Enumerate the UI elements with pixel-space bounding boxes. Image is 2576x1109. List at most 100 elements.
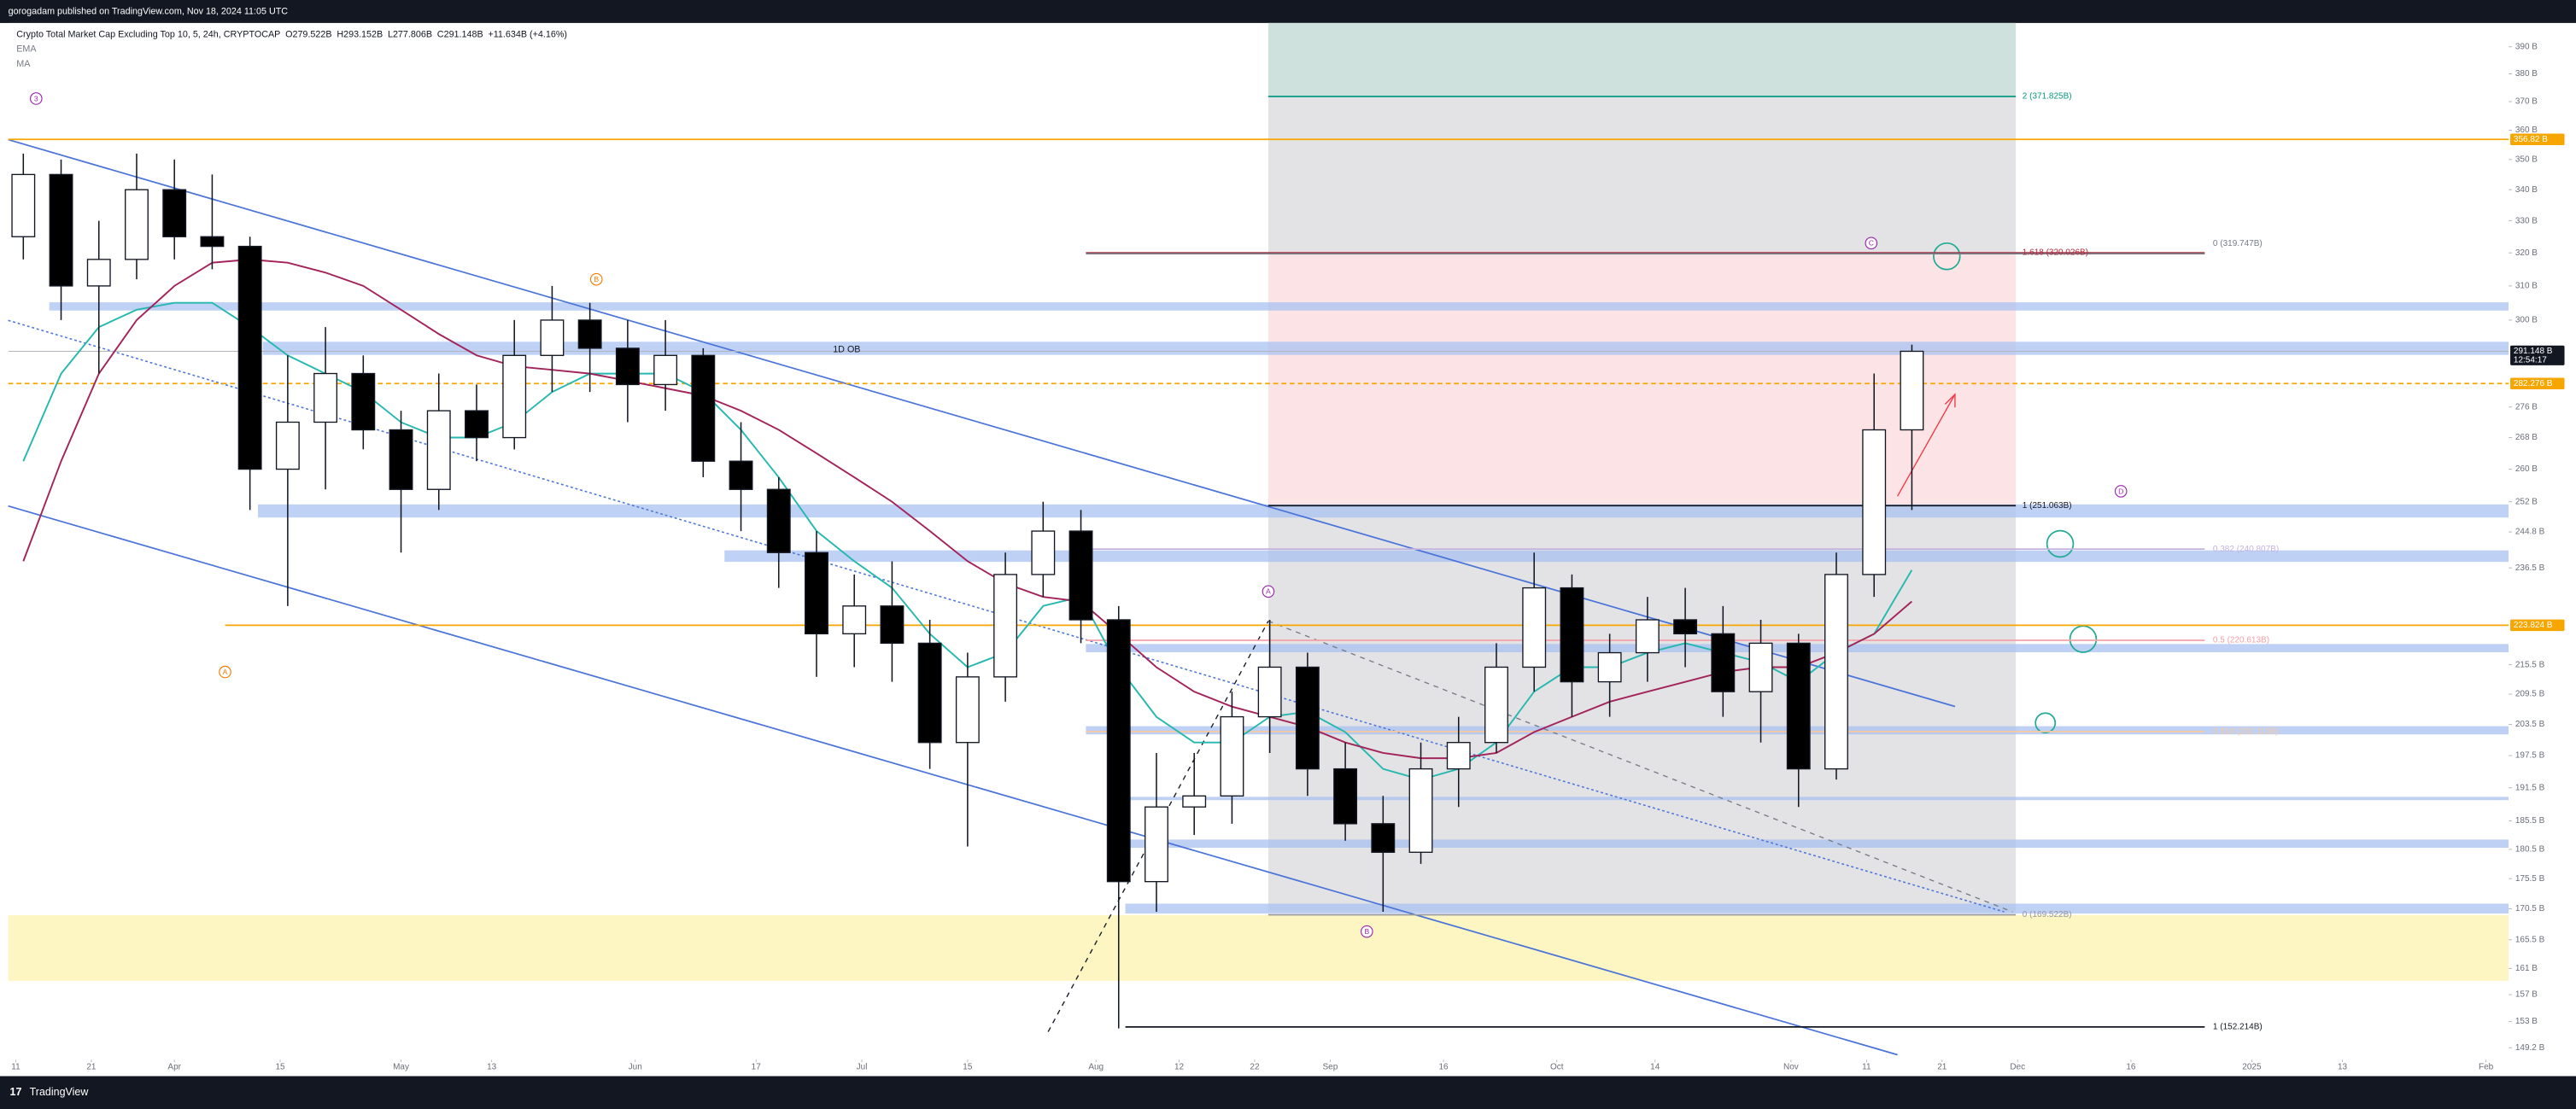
x-tick-label: Apr (167, 1063, 181, 1072)
y-tick-label: 268 B (2515, 433, 2538, 442)
wave-marker (30, 92, 43, 105)
price-box (2510, 619, 2565, 632)
candle-body (1597, 651, 1622, 683)
x-tick-label: 13 (2338, 1063, 2348, 1072)
x-tick-label: 22 (1250, 1063, 1260, 1072)
candle-body (1824, 574, 1848, 770)
candle-body (1295, 666, 1320, 770)
price-box (2510, 133, 2565, 146)
candle-body (1673, 619, 1698, 635)
candle-body (917, 642, 942, 744)
x-tick-label: Nov (1783, 1063, 1799, 1072)
zone (1125, 903, 2509, 913)
candle-body (11, 173, 36, 237)
candle-body (465, 410, 489, 439)
risk-box (1268, 254, 2017, 506)
legend-ema: EMA (16, 44, 37, 55)
footer (0, 1076, 2576, 1109)
ohlc: H293.152B (337, 29, 383, 39)
level-label: 1 (251.063B) (2023, 501, 2072, 511)
candle-body (1711, 633, 1736, 692)
y-tick-label: 350 B (2515, 155, 2538, 164)
y-tick-label: 236.5 B (2515, 563, 2545, 573)
candle-body (49, 173, 73, 287)
x-tick-label: 15 (963, 1063, 973, 1072)
x-tick-label: 21 (1937, 1063, 1947, 1072)
x-tick-label: Jul (857, 1063, 868, 1072)
candle-body (1748, 642, 1773, 692)
x-tick-label: Sep (1323, 1063, 1338, 1072)
candle-body (1371, 823, 1396, 853)
y-tick-label: 252 B (2515, 497, 2538, 506)
plot (8, 96, 2509, 1029)
ohlc: O279.522B (285, 29, 331, 39)
candle-body (237, 245, 262, 470)
wave-marker (1865, 236, 1878, 250)
x-tick-label: 16 (1439, 1063, 1449, 1072)
candle-body (1635, 619, 1660, 654)
y-tick-label: 370 B (2515, 97, 2538, 107)
y-tick-label: 380 B (2515, 69, 2538, 79)
wave-label: C (1869, 239, 1874, 248)
arrow-head (1944, 393, 1956, 408)
wave-label: B (594, 275, 599, 283)
wave-marker (2114, 485, 2128, 498)
candle-body (955, 676, 980, 744)
x-tick-label: 11 (11, 1063, 20, 1072)
x-tick-label: Jun (629, 1063, 642, 1072)
candle-body (200, 236, 225, 248)
price-axis (2509, 22, 2576, 1077)
candle-body (1484, 666, 1508, 744)
y-tick-label: 215.5 B (2515, 660, 2545, 669)
y-tick-label: 157 B (2515, 990, 2538, 1000)
candle-body (1786, 642, 1811, 770)
wave-marker (219, 665, 231, 679)
x-tick-label: 12 (1174, 1063, 1185, 1072)
candle-body (502, 354, 527, 439)
candle-body (1068, 530, 1093, 621)
x-tick-label: 21 (86, 1063, 97, 1072)
price-box (2510, 377, 2565, 389)
x-tick-label: 2025 (2242, 1063, 2262, 1072)
candle-body (1106, 619, 1131, 883)
time-axis (0, 1059, 2509, 1077)
x-tick-label: Dec (2010, 1063, 2025, 1072)
x-tick-label: May (393, 1063, 409, 1072)
zone (724, 550, 2509, 563)
y-tick-label: 390 B (2515, 42, 2538, 51)
candle-body (1257, 666, 1282, 718)
candle-body (1333, 768, 1358, 825)
y-tick-label: 330 B (2515, 216, 2538, 225)
x-tick-label: Aug (1088, 1063, 1104, 1072)
y-tick-label: 161 B (2515, 964, 2538, 973)
candle-body (426, 410, 451, 490)
brand-logo: 17 (10, 1086, 22, 1098)
candle-body (1408, 768, 1433, 853)
zone (1125, 797, 2509, 801)
y-tick-label: 203.5 B (2515, 720, 2545, 729)
zone (1125, 839, 2509, 849)
price-label: 282.276 B (2514, 379, 2553, 388)
candle-body (1862, 429, 1887, 575)
candle-body (653, 354, 678, 386)
y-tick-label: 149.2 B (2515, 1043, 2545, 1053)
target-box (1268, 22, 2017, 97)
candle-body (1182, 795, 1207, 808)
wave-label: B (1364, 927, 1369, 936)
channel-bottom (8, 505, 1898, 1056)
target-circle (2034, 712, 2057, 734)
wave-label: A (223, 668, 228, 676)
ohlc: +11.634B (+4.16%) (488, 29, 567, 39)
price-label: 291.148 B (2514, 347, 2553, 356)
level-label: 0 (169.522B) (2023, 910, 2072, 919)
y-tick-label: 153 B (2515, 1017, 2538, 1026)
candle-body (615, 347, 640, 386)
y-tick-label: 244.8 B (2515, 528, 2545, 537)
price-countdown: 12:54:17 (2514, 356, 2547, 365)
candle-body (1031, 530, 1056, 575)
y-tick-label: 276 B (2515, 402, 2538, 411)
level-label: 0.382 (240.807B) (2213, 545, 2279, 554)
y-tick-label: 191.5 B (2515, 783, 2545, 792)
candle-body (1145, 806, 1168, 883)
